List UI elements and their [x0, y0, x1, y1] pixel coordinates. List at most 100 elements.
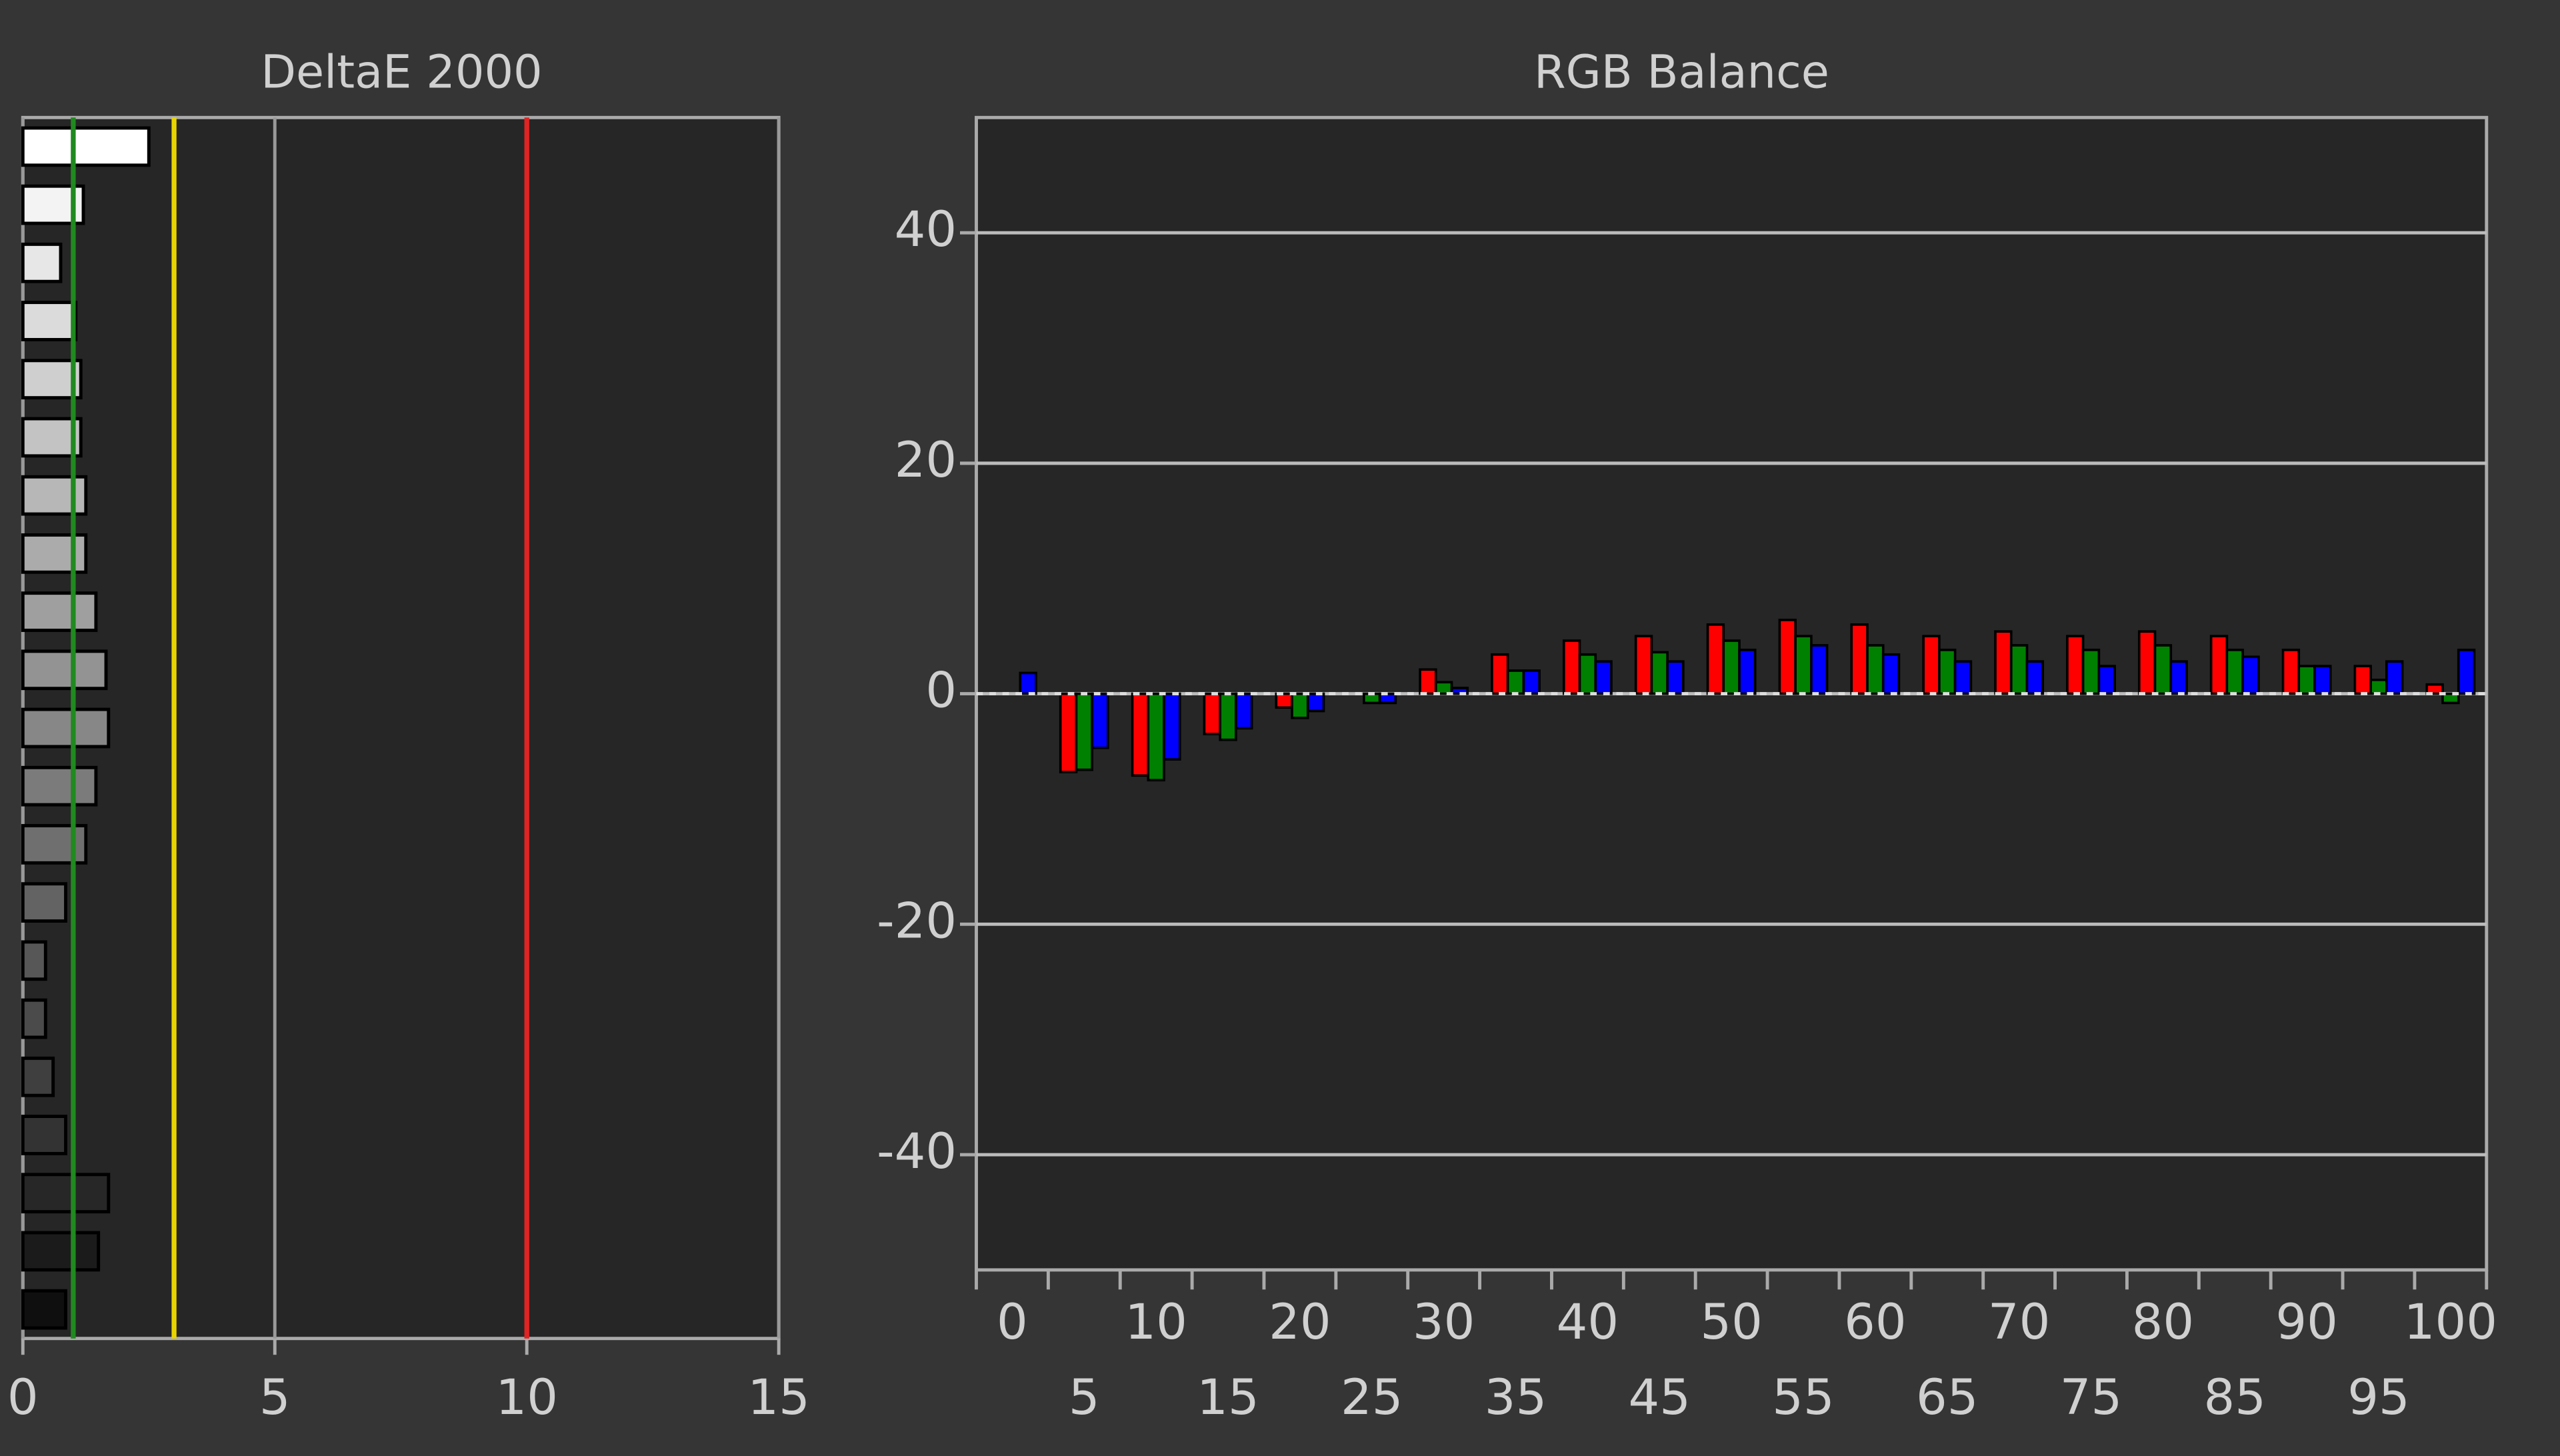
- x-tick-label: 85: [2204, 1369, 2266, 1426]
- bar: [1850, 623, 1869, 695]
- bar: [1794, 635, 1813, 695]
- x-tick-label: 60: [1844, 1294, 1906, 1351]
- chart-title: DeltaE 2000: [261, 46, 542, 99]
- bar: [1147, 692, 1165, 782]
- bar: [1275, 692, 1293, 709]
- bar: [1522, 669, 1541, 695]
- bar: [1434, 681, 1453, 695]
- bar: [2441, 692, 2460, 705]
- bar: [1866, 644, 1885, 695]
- bar: [21, 1289, 67, 1330]
- bar: [1778, 619, 1797, 695]
- x-tick-label: 40: [1557, 1294, 1619, 1351]
- bar: [1163, 692, 1181, 761]
- bar: [21, 1056, 55, 1097]
- bar: [1994, 630, 2013, 695]
- y-tick-label: -40: [877, 1123, 957, 1180]
- x-tick-label: 20: [1269, 1294, 1331, 1351]
- x-tick-label: 50: [1700, 1294, 1762, 1351]
- bar: [21, 591, 98, 632]
- bar: [2281, 649, 2301, 695]
- bar: [1953, 660, 1973, 695]
- bar: [21, 882, 67, 923]
- bar: [1562, 639, 1581, 695]
- bar: [21, 301, 78, 341]
- bar: [21, 707, 111, 749]
- bar: [2241, 655, 2260, 695]
- bar: [1738, 649, 1757, 695]
- bar: [2137, 630, 2157, 695]
- bar: [21, 1115, 67, 1155]
- chart-title: RGB Balance: [1534, 46, 1829, 99]
- bar: [2169, 660, 2188, 695]
- bar: [21, 533, 88, 574]
- x-tick-label: 15: [1197, 1369, 1259, 1426]
- bar: [1291, 692, 1309, 719]
- bar: [21, 765, 98, 807]
- bar: [1706, 623, 1725, 695]
- bar: [1666, 660, 1685, 695]
- bar: [21, 475, 88, 516]
- bar: [21, 242, 63, 283]
- bar: [2066, 635, 2085, 695]
- y-tick-label: 0: [925, 663, 957, 719]
- bar: [1810, 644, 1829, 695]
- bar: [1722, 639, 1741, 695]
- y-tick-label: 20: [895, 432, 957, 489]
- bar: [1922, 635, 1941, 695]
- x-tick-label: 30: [1413, 1294, 1475, 1351]
- bar: [1075, 692, 1094, 771]
- x-tick-label: 45: [1629, 1369, 1691, 1426]
- bar: [1419, 668, 1437, 695]
- x-tick-label: 95: [2347, 1369, 2409, 1426]
- x-tick-label: 0: [7, 1369, 39, 1426]
- y-tick-label: -20: [877, 893, 957, 949]
- bar: [1594, 660, 1613, 695]
- bar: [21, 649, 108, 691]
- x-tick-label: 90: [2275, 1294, 2337, 1351]
- bar: [21, 126, 151, 167]
- bar: [1306, 692, 1325, 713]
- bar: [2313, 665, 2332, 695]
- x-tick-label: 80: [2132, 1294, 2194, 1351]
- bar: [21, 1173, 111, 1214]
- plot-area: [21, 115, 781, 1341]
- bar: [1491, 653, 1509, 695]
- bar: [2025, 660, 2045, 695]
- bar: [1131, 692, 1150, 777]
- bar: [1203, 692, 1222, 735]
- x-tick-label: 65: [1916, 1369, 1978, 1426]
- bar: [21, 998, 47, 1039]
- x-tick-label: 5: [259, 1369, 291, 1426]
- bar: [2081, 649, 2101, 695]
- bar: [21, 824, 88, 865]
- x-tick-label: 15: [747, 1369, 809, 1426]
- bar: [1059, 692, 1078, 773]
- x-tick-label: 55: [1772, 1369, 1834, 1426]
- bar: [2457, 649, 2476, 695]
- bar: [1881, 653, 1901, 695]
- x-tick-label: 100: [2404, 1294, 2497, 1351]
- bar: [2369, 679, 2388, 695]
- x-tick-label: 75: [2060, 1369, 2122, 1426]
- bar: [21, 1231, 101, 1272]
- x-tick-label: 5: [1069, 1369, 1100, 1426]
- bar: [2225, 649, 2244, 695]
- x-tick-label: 25: [1341, 1369, 1403, 1426]
- bar: [1219, 692, 1237, 741]
- bar: [1650, 651, 1669, 695]
- bar: [2009, 644, 2029, 695]
- y-tick-label: 40: [895, 201, 957, 258]
- x-tick-label: 10: [495, 1369, 557, 1426]
- bar: [1634, 635, 1653, 695]
- bar: [2297, 665, 2316, 695]
- bar: [1019, 671, 1037, 695]
- x-tick-label: 35: [1485, 1369, 1547, 1426]
- bar: [1235, 692, 1253, 730]
- bar: [21, 940, 47, 981]
- x-tick-label: 0: [997, 1294, 1028, 1351]
- x-tick-label: 70: [1988, 1294, 2050, 1351]
- bar: [2097, 665, 2116, 695]
